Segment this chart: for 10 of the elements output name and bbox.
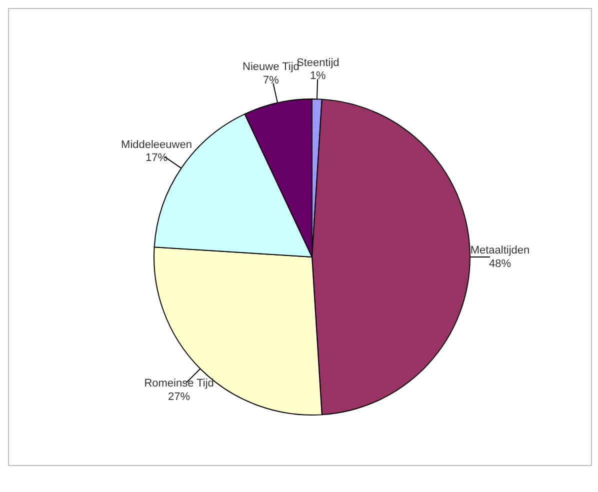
data-label: 7% bbox=[263, 74, 280, 86]
data-label: 17% bbox=[145, 152, 168, 164]
data-label: 27% bbox=[168, 390, 190, 403]
slice-label: Metaaltijden bbox=[470, 244, 530, 257]
slice-label: Middeleeuwen bbox=[121, 139, 192, 152]
data-label: 48% bbox=[488, 258, 512, 270]
slice-label: Nieuwe Tijd bbox=[242, 61, 300, 74]
slice-label: Steentijd bbox=[296, 56, 340, 69]
slice-label: Romeinse Tijd bbox=[144, 378, 214, 390]
data-label: 1% bbox=[310, 70, 326, 82]
